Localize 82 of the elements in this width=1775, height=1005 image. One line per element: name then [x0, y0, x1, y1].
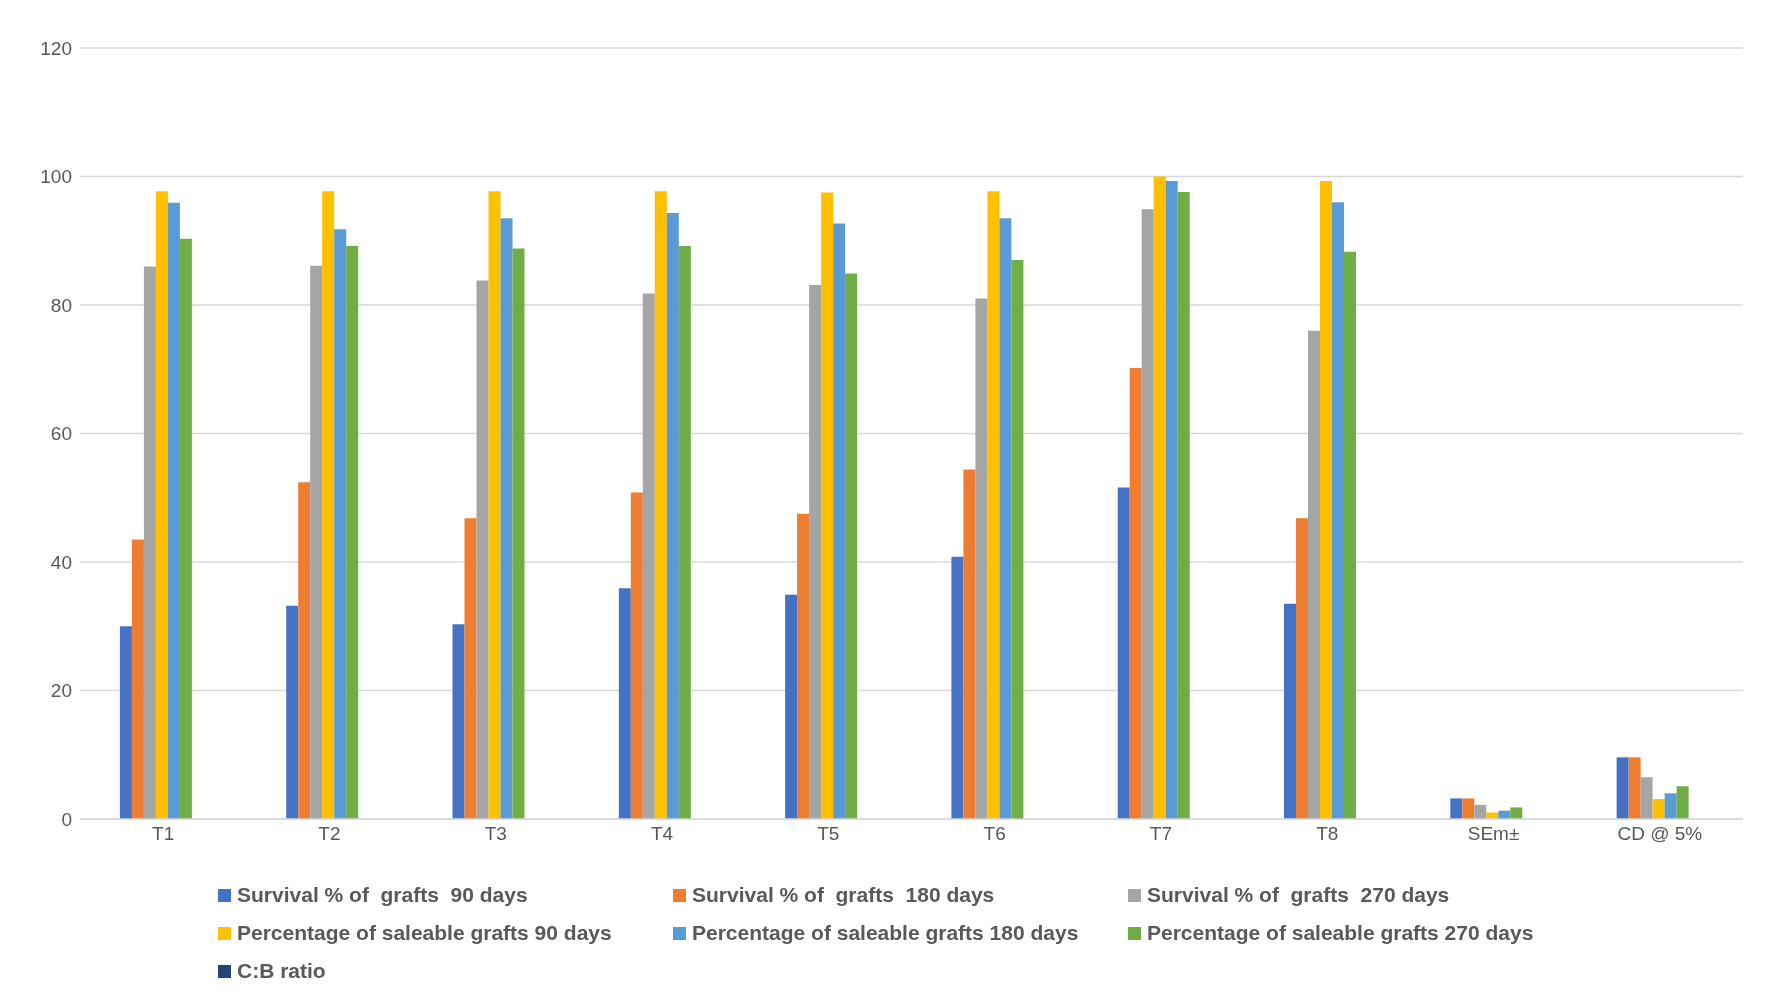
bar: [452, 624, 465, 819]
legend-label: Percentage of saleable grafts 90 days: [237, 921, 612, 945]
legend-label: Percentage of saleable grafts 180 days: [692, 921, 1079, 945]
legend-label: C:B ratio: [237, 959, 326, 983]
legend-label: Survival % of grafts 270 days: [1147, 883, 1450, 907]
bar: [1308, 330, 1321, 819]
bar: [1284, 603, 1297, 819]
bar: [167, 202, 180, 819]
bar: [155, 191, 168, 819]
bar: [334, 229, 347, 819]
bar: [1676, 786, 1689, 819]
bar: [821, 192, 834, 819]
bar: [809, 285, 822, 819]
bar: [500, 218, 513, 819]
bar: [666, 213, 679, 819]
bar: [1664, 793, 1677, 819]
bar: [1450, 798, 1463, 819]
bar: [999, 218, 1012, 819]
y-tick-label: 100: [40, 166, 72, 188]
bar: [1332, 202, 1345, 819]
legend-label: Percentage of saleable grafts 270 days: [1147, 921, 1534, 945]
bar: [476, 280, 489, 819]
bar: [346, 245, 359, 819]
bar: [1474, 804, 1487, 819]
bar: [1320, 181, 1333, 819]
bar: [286, 605, 299, 819]
legend-label: Survival % of grafts 90 days: [237, 883, 528, 907]
bar: [1117, 487, 1130, 819]
bar: [1129, 367, 1142, 819]
bar: [678, 245, 691, 819]
bar: [1628, 757, 1641, 819]
x-tick-label: T1: [152, 823, 175, 845]
bar: [833, 223, 846, 819]
bar: [322, 191, 335, 819]
bar: [298, 482, 311, 819]
bar: [1165, 181, 1178, 819]
bar: [488, 191, 501, 819]
legend-label: Survival % of grafts 180 days: [692, 883, 995, 907]
x-tick-label: T3: [484, 823, 507, 845]
bar: [1296, 518, 1309, 819]
bar: [512, 248, 525, 819]
bar: [987, 191, 1000, 819]
x-tick-label: T6: [983, 823, 1006, 845]
bar: [1141, 209, 1154, 819]
x-tick-label: T7: [1149, 823, 1173, 845]
bar: [963, 469, 976, 819]
bar: [1344, 251, 1357, 819]
bar: [143, 266, 156, 819]
bar: [1640, 777, 1653, 819]
x-tick-label: SEm±: [1467, 823, 1520, 845]
bar: [785, 594, 798, 819]
y-tick-label: 0: [61, 808, 72, 830]
bar: [131, 539, 144, 819]
x-tick-label: T8: [1316, 823, 1339, 845]
bar: [179, 238, 192, 819]
bar: [1616, 757, 1629, 819]
bar: [845, 273, 858, 819]
bar: [310, 265, 323, 819]
bar: [1462, 798, 1475, 819]
y-tick-label: 60: [50, 423, 72, 445]
bar: [1153, 176, 1166, 819]
bar: [975, 298, 988, 819]
bar: [797, 513, 810, 819]
bar: [1510, 807, 1523, 819]
bar: [1652, 799, 1665, 819]
bar: [618, 588, 631, 819]
x-tick-label: CD @ 5%: [1617, 823, 1703, 845]
bar: [119, 626, 132, 819]
bar: [642, 293, 655, 819]
bar: [464, 518, 477, 819]
x-tick-label: T2: [318, 823, 341, 845]
bar: [1011, 260, 1024, 819]
bar: [1177, 191, 1190, 819]
bar: [654, 191, 667, 819]
x-tick-label: T5: [817, 823, 840, 845]
y-tick-label: 40: [50, 551, 72, 573]
x-tick-label: T4: [650, 823, 674, 845]
y-tick-label: 20: [50, 680, 72, 702]
bar: [630, 492, 643, 819]
y-tick-label: 120: [40, 37, 72, 59]
bar: [951, 556, 964, 819]
y-tick-label: 80: [50, 294, 72, 316]
